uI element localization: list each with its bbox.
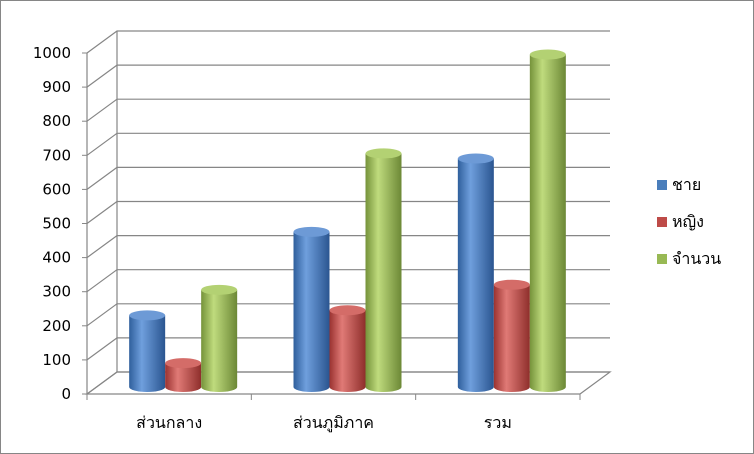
x-tick-label: ส่วนกลาง xyxy=(136,413,202,432)
bar-2-1 xyxy=(365,148,402,392)
y-tick-label: 0 xyxy=(61,385,71,403)
legend-entry: ชาย xyxy=(657,175,701,194)
y-tick-label: 100 xyxy=(42,351,71,369)
x-tick-label: ส่วนภูมิภาค xyxy=(293,413,374,433)
bar-2-2 xyxy=(529,49,566,393)
y-tick-label: 800 xyxy=(42,112,71,130)
y-tick-label: 200 xyxy=(42,317,71,335)
bar-1-2 xyxy=(493,279,530,392)
legend-swatch xyxy=(657,254,667,264)
y-tick-label: 900 xyxy=(42,78,71,96)
legend-swatch xyxy=(657,180,667,190)
x-axis-labels: ส่วนกลาง ส่วนภูมิภาค รวม xyxy=(136,413,512,433)
x-tick-label: รวม xyxy=(484,413,512,432)
legend-entry: หญิง xyxy=(657,212,704,231)
legend-label: หญิง xyxy=(672,212,704,231)
bar-0-2 xyxy=(457,153,494,392)
legend-label: จำนวน xyxy=(672,249,721,268)
y-tick-label: 400 xyxy=(42,249,71,267)
y-tick-label: 300 xyxy=(42,283,71,301)
bars xyxy=(129,49,566,393)
y-axis: 0 100 200 300 400 500 600 700 800 900 1000 xyxy=(33,44,88,403)
gridline xyxy=(86,30,610,54)
legend-label: ชาย xyxy=(672,175,701,194)
bar-2-0 xyxy=(201,284,238,392)
bar-1-0 xyxy=(165,358,202,392)
x-axis xyxy=(85,371,612,400)
legend-entry: จำนวน xyxy=(657,249,721,268)
y-tick-label: 600 xyxy=(42,180,71,198)
bar-0-0 xyxy=(129,310,166,392)
y-tick-label: 700 xyxy=(42,146,71,164)
y-tick-label: 500 xyxy=(42,215,71,233)
bar-1-1 xyxy=(329,305,366,392)
y-tick-label: 1000 xyxy=(33,44,71,62)
legend-swatch xyxy=(657,217,667,227)
bar-0-1 xyxy=(293,226,330,392)
